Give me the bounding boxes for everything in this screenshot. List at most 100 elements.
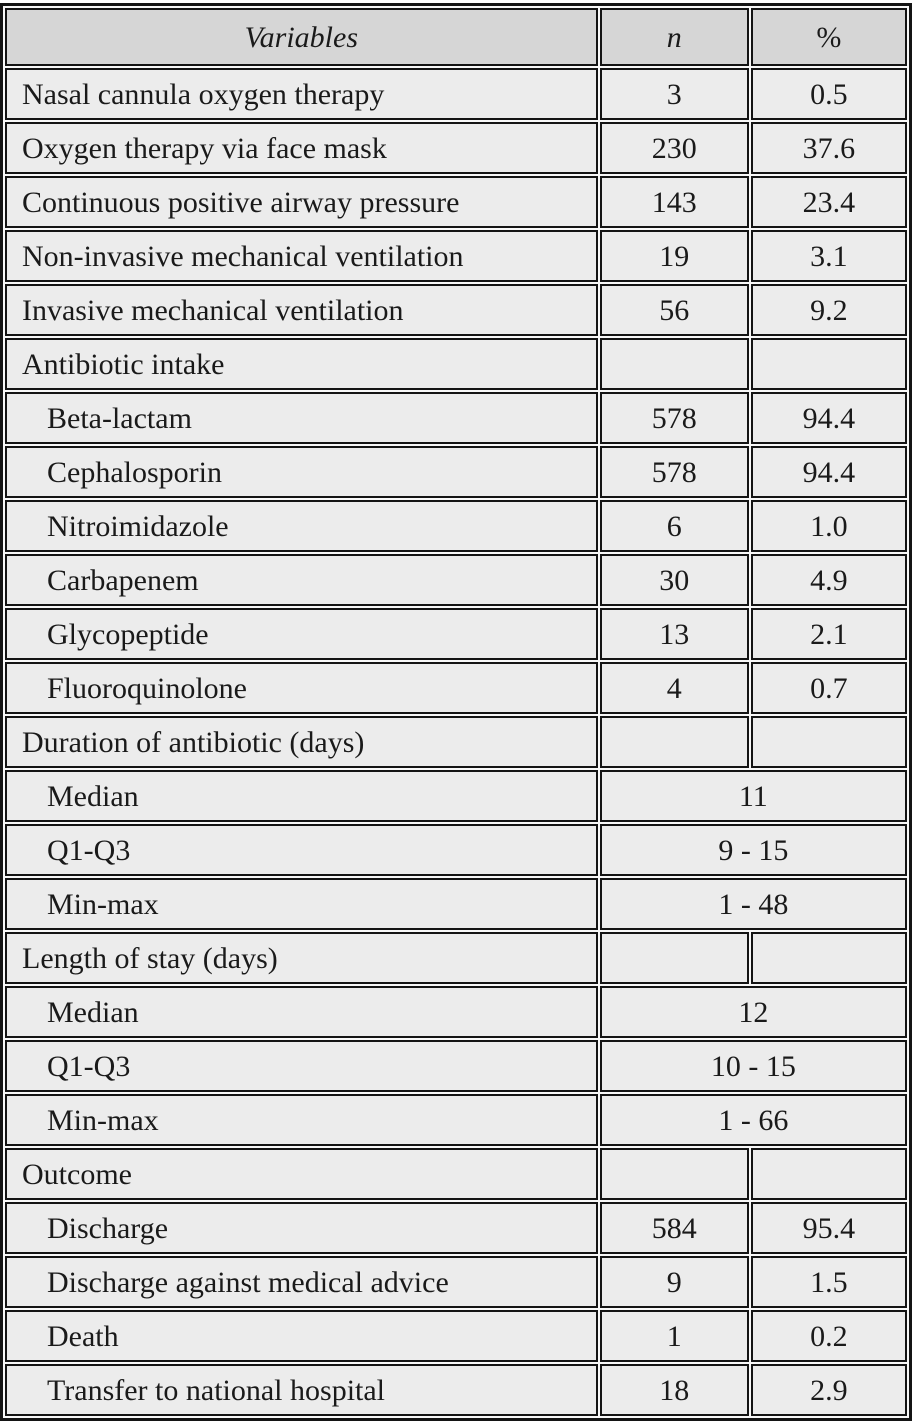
table-row: Nasal cannula oxygen therapy 3 0.5	[5, 68, 907, 120]
percent-cell	[750, 716, 907, 768]
table-row: Nitroimidazole 6 1.0	[5, 500, 907, 552]
table-row: Glycopeptide 13 2.1	[5, 608, 907, 660]
table-row: Outcome	[5, 1148, 907, 1200]
table-row: Death 1 0.2	[5, 1310, 907, 1362]
percent-cell: 0.5	[750, 68, 907, 120]
percent-cell: 2.9	[750, 1364, 907, 1416]
n-cell: 143	[599, 176, 749, 228]
percent-cell: 37.6	[750, 122, 907, 174]
percent-cell: 3.1	[750, 230, 907, 282]
n-cell	[599, 932, 749, 984]
variable-cell: Discharge against medical advice	[5, 1256, 598, 1308]
variable-cell: Fluoroquinolone	[5, 662, 598, 714]
variable-cell: Q1-Q3	[5, 824, 598, 876]
variable-cell: Min-max	[5, 1094, 598, 1146]
n-cell: 4	[599, 662, 749, 714]
variable-cell: Duration of antibiotic (days)	[5, 716, 598, 768]
percent-cell: 0.2	[750, 1310, 907, 1362]
table-row: Discharge against medical advice 9 1.5	[5, 1256, 907, 1308]
table-row: Oxygen therapy via face mask 230 37.6	[5, 122, 907, 174]
variable-cell: Cephalosporin	[5, 446, 598, 498]
percent-cell: 4.9	[750, 554, 907, 606]
n-cell: 578	[599, 392, 749, 444]
table-row: Median 12	[5, 986, 907, 1038]
value-cell: 1 - 48	[599, 878, 907, 930]
n-cell: 584	[599, 1202, 749, 1254]
n-cell	[599, 338, 749, 390]
table-row: Continuous positive airway pressure 143 23…	[5, 176, 907, 228]
n-cell: 13	[599, 608, 749, 660]
table-row: Q1-Q3 9 - 15	[5, 824, 907, 876]
n-cell: 18	[599, 1364, 749, 1416]
n-cell: 56	[599, 284, 749, 336]
table-row: Min-max 1 - 48	[5, 878, 907, 930]
value-cell: 12	[599, 986, 907, 1038]
table-row: Q1-Q3 10 - 15	[5, 1040, 907, 1092]
table-row: Beta-lactam 578 94.4	[5, 392, 907, 444]
column-header-percent: %	[750, 8, 907, 66]
percent-cell: 2.1	[750, 608, 907, 660]
results-table: Variables n % Nasal cannula oxygen thera…	[0, 3, 912, 1421]
variable-cell: Carbapenem	[5, 554, 598, 606]
variable-cell: Q1-Q3	[5, 1040, 598, 1092]
table-row: Antibiotic intake	[5, 338, 907, 390]
table-row: Non-invasive mechanical ventilation 19 3.1	[5, 230, 907, 282]
table-row: Fluoroquinolone 4 0.7	[5, 662, 907, 714]
header-row: Variables n %	[5, 8, 907, 66]
percent-cell	[750, 338, 907, 390]
variable-cell: Antibiotic intake	[5, 338, 598, 390]
table-row: Transfer to national hospital 18 2.9	[5, 1364, 907, 1416]
percent-cell: 1.5	[750, 1256, 907, 1308]
table-body: Nasal cannula oxygen therapy 3 0.5 Oxygen t…	[5, 68, 907, 1416]
value-cell: 9 - 15	[599, 824, 907, 876]
table-row: Median 11	[5, 770, 907, 822]
variable-cell: Death	[5, 1310, 598, 1362]
table-row: Min-max 1 - 66	[5, 1094, 907, 1146]
column-header-variables: Variables	[5, 8, 598, 66]
variable-cell: Transfer to national hospital	[5, 1364, 598, 1416]
variable-cell: Invasive mechanical ventilation	[5, 284, 598, 336]
percent-cell	[750, 1148, 907, 1200]
value-cell: 11	[599, 770, 907, 822]
variable-cell: Glycopeptide	[5, 608, 598, 660]
n-cell: 230	[599, 122, 749, 174]
table-row: Duration of antibiotic (days)	[5, 716, 907, 768]
n-cell: 9	[599, 1256, 749, 1308]
n-cell: 1	[599, 1310, 749, 1362]
n-cell: 30	[599, 554, 749, 606]
table-row: Cephalosporin 578 94.4	[5, 446, 907, 498]
percent-cell: 23.4	[750, 176, 907, 228]
variable-cell: Continuous positive airway pressure	[5, 176, 598, 228]
table-header: Variables n %	[5, 8, 907, 66]
column-header-n: n	[599, 8, 749, 66]
table-row: Discharge 584 95.4	[5, 1202, 907, 1254]
n-cell: 6	[599, 500, 749, 552]
n-cell: 3	[599, 68, 749, 120]
value-cell: 10 - 15	[599, 1040, 907, 1092]
percent-cell: 9.2	[750, 284, 907, 336]
variable-cell: Nitroimidazole	[5, 500, 598, 552]
variable-cell: Min-max	[5, 878, 598, 930]
variable-cell: Outcome	[5, 1148, 598, 1200]
percent-cell: 95.4	[750, 1202, 907, 1254]
n-cell: 578	[599, 446, 749, 498]
percent-cell: 1.0	[750, 500, 907, 552]
percent-cell: 0.7	[750, 662, 907, 714]
variable-cell: Beta-lactam	[5, 392, 598, 444]
variable-cell: Non-invasive mechanical ventilation	[5, 230, 598, 282]
table-row: Carbapenem 30 4.9	[5, 554, 907, 606]
variable-cell: Discharge	[5, 1202, 598, 1254]
n-cell	[599, 1148, 749, 1200]
percent-cell	[750, 932, 907, 984]
variable-cell: Median	[5, 986, 598, 1038]
variable-cell: Oxygen therapy via face mask	[5, 122, 598, 174]
percent-cell: 94.4	[750, 392, 907, 444]
table-row: Invasive mechanical ventilation 56 9.2	[5, 284, 907, 336]
variable-cell: Median	[5, 770, 598, 822]
n-cell: 19	[599, 230, 749, 282]
table-row: Length of stay (days)	[5, 932, 907, 984]
percent-cell: 94.4	[750, 446, 907, 498]
variable-cell: Length of stay (days)	[5, 932, 598, 984]
value-cell: 1 - 66	[599, 1094, 907, 1146]
n-cell	[599, 716, 749, 768]
